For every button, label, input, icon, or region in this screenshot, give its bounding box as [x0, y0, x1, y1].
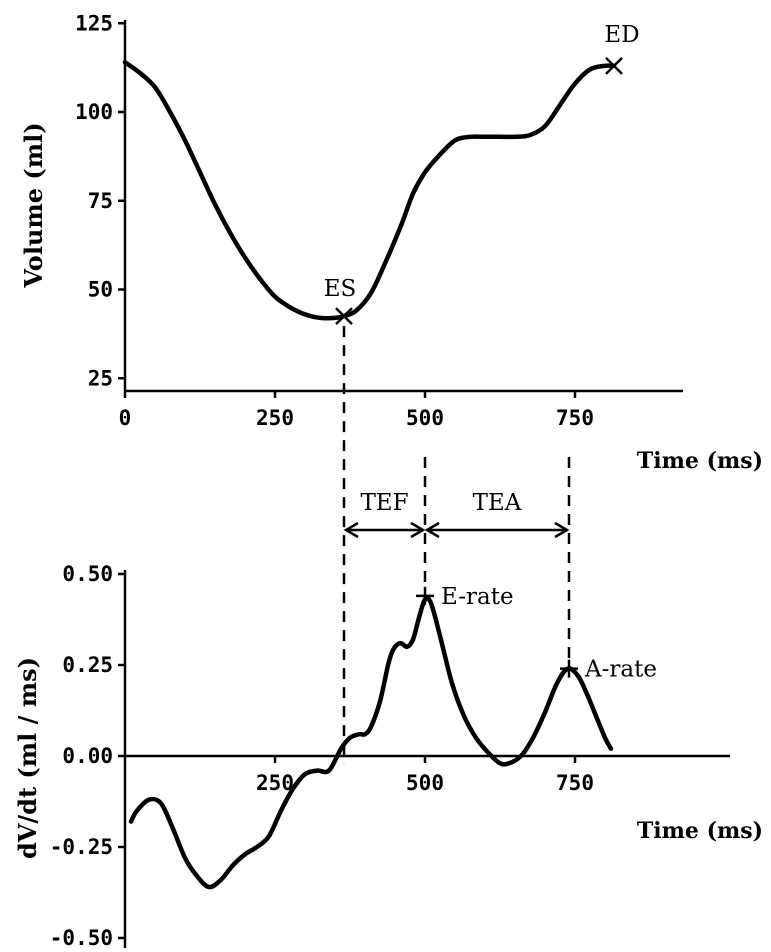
volume-marker-ed — [605, 56, 623, 75]
volume-curve — [122, 60, 617, 321]
volume-y-tick-label: 50 — [88, 278, 113, 302]
interval-label-tef: TEF — [360, 490, 408, 516]
volume-chart: Volume (ml) Time (ms) 25 50 75 100 125 0 250 50… — [19, 11, 763, 474]
rate-y-tick-label: 0.50 — [62, 562, 113, 586]
volume-annotation-ed: ED — [604, 22, 639, 48]
interval-label-tea: TEA — [473, 490, 522, 516]
rate-y-tick-label: 0.00 — [62, 744, 113, 768]
rate-y-tick-label: 0.25 — [62, 653, 113, 677]
rate-y-axis-label: dV/dt (ml / ms) — [13, 657, 42, 859]
interval-arrow-tea — [424, 521, 570, 539]
volume-x-tick-label: 750 — [556, 406, 594, 430]
volume-y-tick-label: 75 — [88, 189, 113, 213]
volume-y-tick-label: 100 — [75, 100, 113, 124]
rate-marker-a-rate — [560, 659, 578, 678]
timing-annotations: TEF TEA — [342, 326, 571, 764]
rate-curve — [128, 595, 614, 890]
rate-annotation-a-rate: A-rate — [584, 657, 657, 683]
rate-x-axis-label: Time (ms) — [637, 818, 763, 844]
interval-arrow-tef — [343, 521, 426, 539]
volume-marker-es — [335, 307, 353, 326]
rate-marker-e-rate — [416, 586, 434, 605]
volume-y-axis-label: Volume (ml) — [19, 122, 48, 288]
rate-x-tick-label: 500 — [406, 771, 444, 795]
rate-annotation-e-rate: E-rate — [441, 584, 514, 610]
volume-annotation-es: ES — [324, 276, 357, 302]
rate-y-tick-label: -0.50 — [50, 926, 113, 950]
rate-x-tick-label: 250 — [256, 771, 294, 795]
volume-y-tick-label: 25 — [88, 366, 113, 390]
rate-x-tick-label: 750 — [556, 771, 594, 795]
volume-x-tick-label: 500 — [406, 406, 444, 430]
rate-chart: dV/dt (ml / ms) Time (ms) 0.50 0.25 0.00 -0… — [13, 562, 763, 950]
volume-x-tick-label: 250 — [256, 406, 294, 430]
volume-x-tick-label: 0 — [119, 406, 132, 430]
rate-y-tick-label: -0.25 — [50, 835, 113, 859]
volume-x-axis-label: Time (ms) — [637, 448, 763, 474]
volume-y-tick-label: 125 — [75, 11, 113, 35]
